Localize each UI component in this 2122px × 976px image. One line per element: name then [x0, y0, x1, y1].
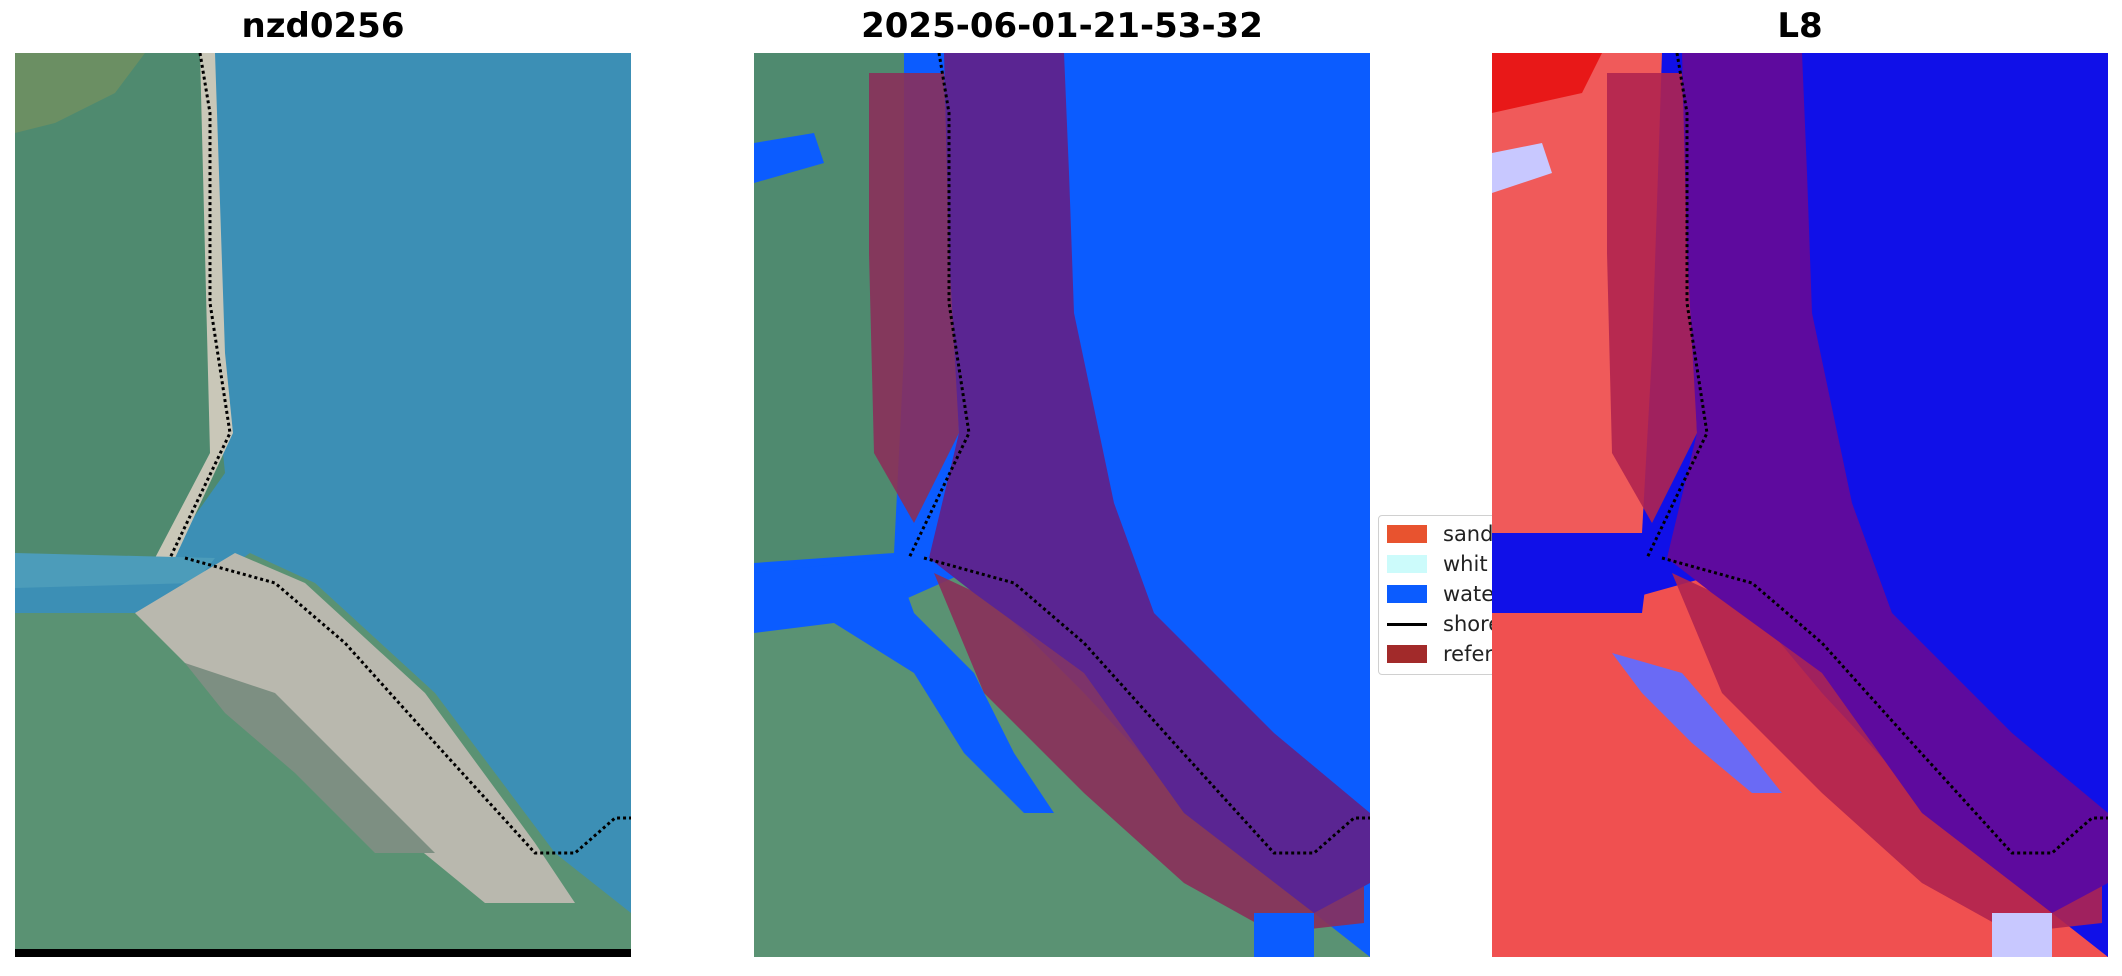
legend-label-water: wate — [1443, 582, 1495, 606]
legend-label-shoreline: shore — [1443, 612, 1502, 636]
l8-image — [1492, 53, 2108, 957]
legend-label-whitewater: whit — [1443, 552, 1488, 576]
classification-panel — [754, 53, 1370, 957]
legend-item-shoreline: shore — [1387, 611, 1501, 637]
whitewater-swatch — [1387, 555, 1427, 573]
left-panel-title: nzd0256 — [241, 6, 405, 46]
legend-item-sand: sand — [1387, 521, 1493, 547]
reference-swatch — [1387, 645, 1427, 663]
classification-image — [754, 53, 1370, 957]
sand-swatch — [1387, 525, 1427, 543]
water-swatch — [1387, 585, 1427, 603]
satellite-image — [15, 53, 631, 957]
middle-panel-title: 2025-06-01-21-53-32 — [861, 6, 1263, 46]
legend-label-reference: refer — [1443, 642, 1494, 666]
legend-item-water: wate — [1387, 581, 1494, 607]
shoreline-line — [1387, 622, 1427, 626]
legend-item-whitewater: whit — [1387, 551, 1488, 577]
satellite-image-panel — [15, 53, 631, 957]
legend-label-sand: sand — [1443, 522, 1494, 546]
l8-panel — [1492, 53, 2108, 957]
right-panel-title: L8 — [1777, 6, 1823, 46]
legend-item-reference: refer — [1387, 641, 1493, 667]
